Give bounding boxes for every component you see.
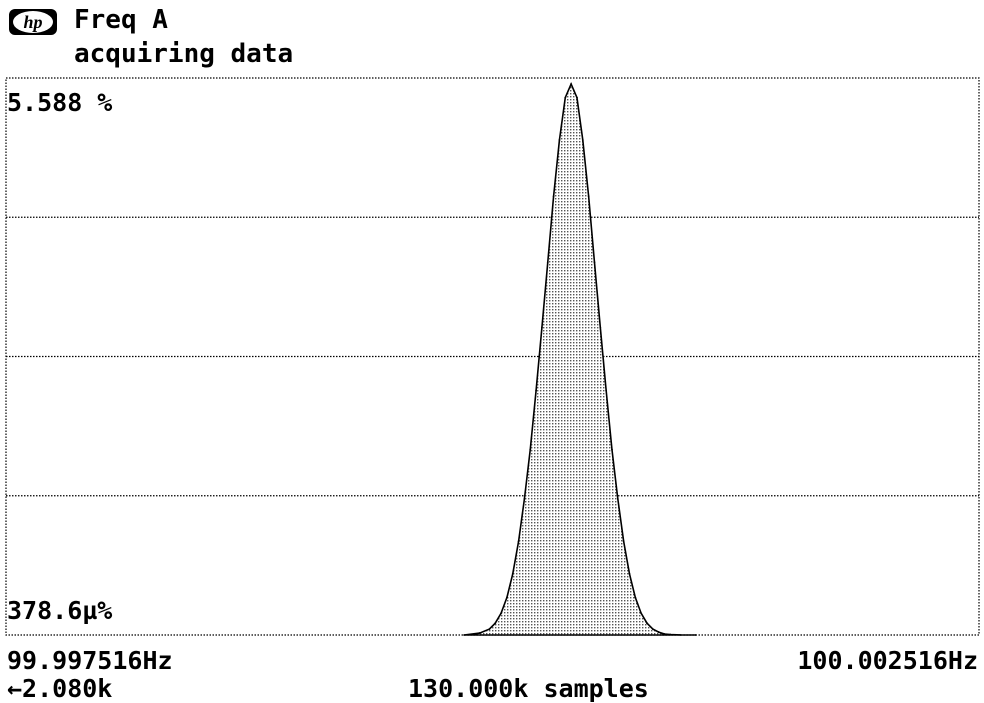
histogram-bin <box>506 596 508 599</box>
reference-offset: ←2.080k <box>7 674 113 703</box>
histogram-bin <box>529 448 532 451</box>
histogram-bin <box>478 632 481 634</box>
histogram-bin <box>488 628 491 631</box>
acquisition-status: acquiring data <box>74 39 294 69</box>
histogram-bin <box>587 195 590 198</box>
hp-logo-text: hp <box>23 12 42 32</box>
histogram-bin <box>605 389 608 392</box>
histogram-bin <box>564 96 567 99</box>
histogram-bin <box>616 498 619 500</box>
hp-logo: hp <box>9 9 57 35</box>
plot-grid <box>5 77 980 636</box>
histogram-bin <box>463 634 465 636</box>
histogram-bin <box>634 596 637 599</box>
histogram-bin <box>593 261 596 264</box>
histogram-marks <box>463 81 697 636</box>
y-axis-min-label: 378.6µ% <box>7 596 113 625</box>
histogram-bin <box>511 573 514 575</box>
histogram-bin <box>611 448 613 451</box>
histogram-bin <box>541 326 543 329</box>
histogram-bin <box>628 573 631 575</box>
histogram-bin <box>500 612 502 615</box>
histogram-bin <box>570 83 573 85</box>
histogram-bin <box>669 633 672 636</box>
measurement-title: Freq A <box>74 5 168 35</box>
histogram-bin <box>640 612 643 615</box>
y-axis-max-label: 5.588 % <box>7 88 113 117</box>
histogram-bin <box>622 540 625 543</box>
histogram-bin <box>663 633 666 635</box>
histogram-bin <box>494 622 497 625</box>
histogram-bin <box>535 389 537 392</box>
histogram-bin <box>679 634 681 636</box>
sample-count: 130.000k samples <box>408 674 649 703</box>
histogram-bin <box>694 634 697 636</box>
histogram-bin <box>558 139 561 141</box>
x-axis-min-label: 99.997516Hz <box>7 646 173 675</box>
histogram-bin <box>576 96 578 99</box>
histogram-bin <box>552 195 555 198</box>
histogram-bin <box>657 631 660 633</box>
histogram-bin <box>546 261 549 264</box>
histogram-bin <box>517 540 520 543</box>
histogram-bin <box>581 139 584 141</box>
histogram-bin <box>651 628 654 631</box>
histogram-bin <box>599 326 602 329</box>
histogram-area <box>463 81 696 636</box>
histogram-bin <box>523 498 526 500</box>
histogram-bin <box>646 622 648 625</box>
x-axis-max-label: 100.002516Hz <box>797 646 978 675</box>
